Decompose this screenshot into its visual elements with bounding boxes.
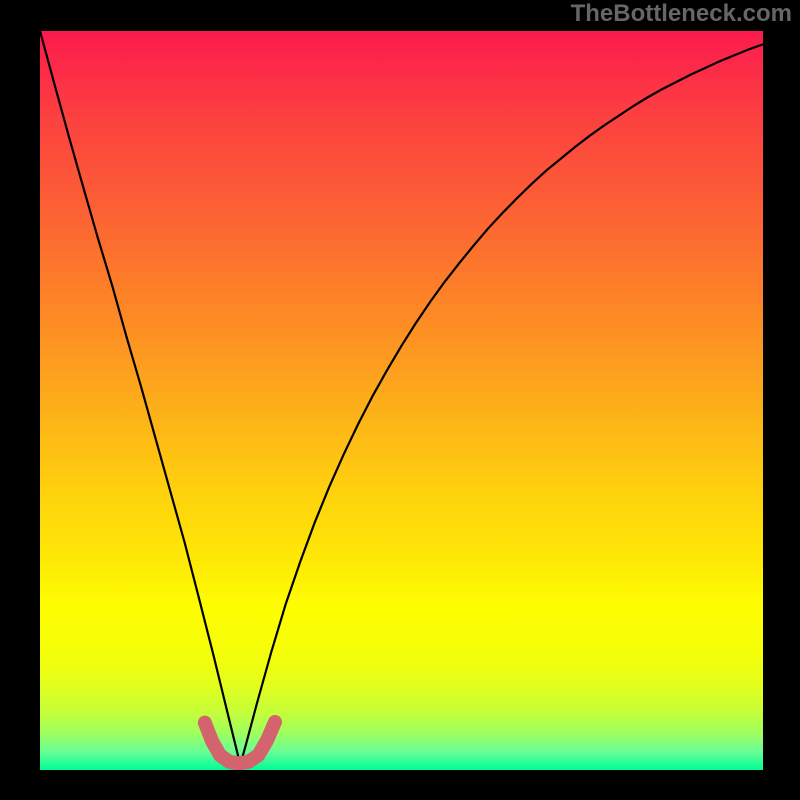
- chart-curve-layer: [40, 31, 763, 770]
- optimal-range-marker: [205, 722, 275, 763]
- plot-area: [40, 31, 763, 770]
- watermark-text: TheBottleneck.com: [571, 0, 792, 28]
- bottleneck-curve: [40, 31, 763, 765]
